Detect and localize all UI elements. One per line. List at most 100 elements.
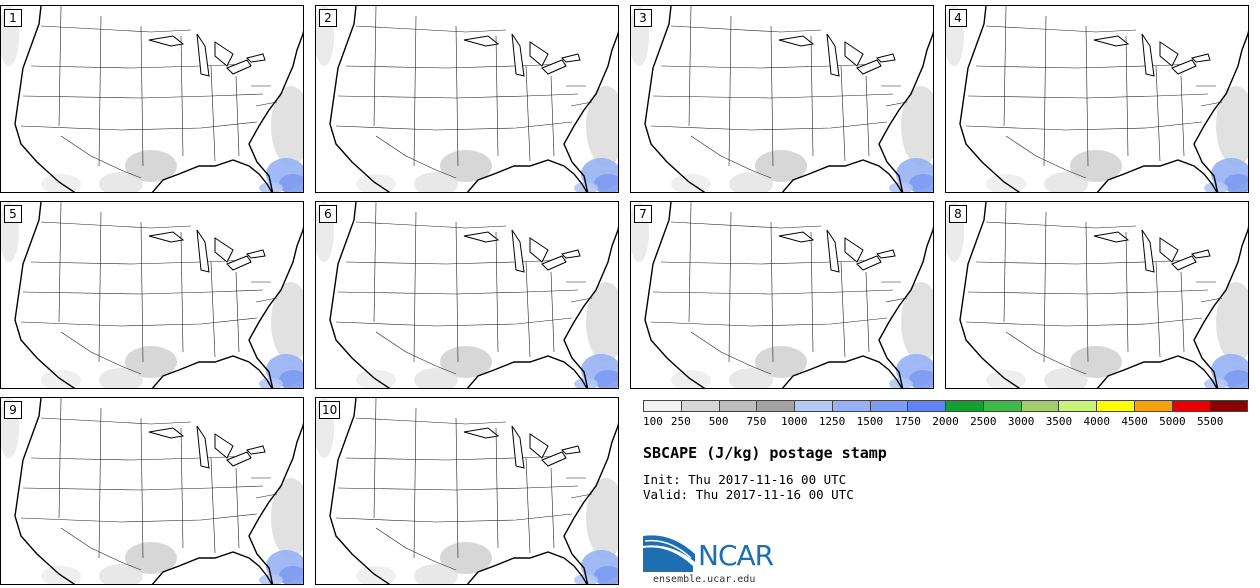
state-border xyxy=(373,202,377,323)
colorbar-swatch xyxy=(1097,401,1135,411)
state-border xyxy=(335,513,573,523)
ensemble-member-panel-8[interactable]: 8 xyxy=(945,201,1249,389)
state-border xyxy=(495,35,499,157)
colorbar-tick-label: 5000 xyxy=(1159,415,1186,428)
great-lakes xyxy=(1093,33,1211,77)
ensemble-member-panel-3[interactable]: 3 xyxy=(630,5,934,193)
colorbar-tick-label: 500 xyxy=(708,415,729,428)
colorbar-swatch xyxy=(832,401,871,411)
state-border xyxy=(355,221,507,229)
cape-shading xyxy=(729,172,773,192)
ensemble-member-panel-2[interactable]: 2 xyxy=(315,5,619,193)
state-border xyxy=(373,6,377,127)
ensemble-member-panel-4[interactable]: 4 xyxy=(945,5,1249,193)
state-border xyxy=(525,457,531,554)
state-border xyxy=(1180,75,1185,157)
colorbar-tick-labels: 100 250 500 750 1000 1250 1500 1750 2000 2500 3000… xyxy=(643,415,1248,429)
state-border xyxy=(495,427,499,549)
state-border xyxy=(58,6,62,127)
cape-shading xyxy=(125,346,177,378)
state-border xyxy=(550,271,555,353)
state-border xyxy=(251,281,278,303)
logo-text: NCAR xyxy=(698,539,774,572)
logo-url: ensemble.ucar.edu xyxy=(653,574,756,585)
state-border xyxy=(566,477,593,499)
cape-shading xyxy=(440,542,492,574)
conus-map xyxy=(1,398,303,584)
state-border xyxy=(495,231,499,353)
state-border xyxy=(1043,15,1047,167)
great-lakes xyxy=(1093,229,1211,273)
state-border xyxy=(355,25,507,33)
coastline xyxy=(14,202,303,388)
colorbar-tick-label: 3000 xyxy=(1007,415,1035,428)
state-border xyxy=(140,25,144,167)
conus-map xyxy=(1,202,303,388)
ensemble-member-panel-9[interactable]: 9 xyxy=(0,397,304,585)
state-border xyxy=(210,261,216,358)
state-border xyxy=(140,221,144,363)
state-border xyxy=(40,417,192,425)
colorbar-swatch xyxy=(719,401,758,411)
colorbar-tick-label: 5500 xyxy=(1196,415,1224,428)
state-border xyxy=(40,221,192,229)
state-border xyxy=(22,485,264,491)
cape-shading xyxy=(271,478,303,558)
state-border xyxy=(345,455,567,461)
state-border xyxy=(670,25,822,33)
conus-map xyxy=(946,202,1248,388)
panel-number: 7 xyxy=(634,205,652,223)
state-border xyxy=(1085,25,1089,167)
state-border xyxy=(180,35,184,157)
state-border xyxy=(455,221,459,363)
state-border xyxy=(967,289,1209,295)
state-border xyxy=(335,121,573,131)
colorbar-swatch xyxy=(946,401,984,411)
cape-shading xyxy=(440,346,492,378)
conus-map xyxy=(631,6,933,192)
state-border xyxy=(525,261,531,358)
state-border xyxy=(20,317,258,327)
cape-shading xyxy=(1070,150,1122,182)
cape-shading xyxy=(1044,172,1088,192)
state-border xyxy=(965,121,1203,131)
init-time: Init: Thu 2017-11-16 00 UTC xyxy=(643,472,847,487)
state-border xyxy=(1180,271,1185,353)
state-border xyxy=(840,261,846,358)
ensemble-member-panel-5[interactable]: 5 xyxy=(0,201,304,389)
state-border xyxy=(566,85,593,107)
state-border xyxy=(1085,221,1089,363)
ensemble-member-panel-6[interactable]: 6 xyxy=(315,201,619,389)
great-lakes xyxy=(778,229,896,273)
state-border xyxy=(1196,281,1223,303)
state-border xyxy=(413,15,417,167)
great-lakes xyxy=(463,33,581,77)
cape-shading xyxy=(99,564,143,584)
state-border xyxy=(1005,331,1087,375)
colorbar-tick-label: 750 xyxy=(746,415,767,428)
cape-shading-high xyxy=(1224,174,1248,192)
state-border xyxy=(975,63,1197,69)
panel-number: 2 xyxy=(319,9,337,27)
panel-number: 4 xyxy=(949,9,967,27)
state-border xyxy=(660,259,882,265)
state-border xyxy=(337,289,579,295)
cape-shading-high xyxy=(279,370,303,388)
state-border xyxy=(1155,65,1161,162)
ensemble-member-panel-7[interactable]: 7 xyxy=(630,201,934,389)
state-border xyxy=(345,259,567,265)
cape-shading-high xyxy=(594,174,618,192)
conus-map xyxy=(316,202,618,388)
state-border xyxy=(1043,211,1047,363)
cape-shading xyxy=(414,368,458,388)
state-border xyxy=(375,527,457,571)
ensemble-member-panel-10[interactable]: 10 xyxy=(315,397,619,585)
ensemble-member-panel-1[interactable]: 1 xyxy=(0,5,304,193)
state-border xyxy=(455,25,459,167)
state-border xyxy=(180,231,184,353)
state-border xyxy=(688,202,692,323)
cape-shading xyxy=(729,368,773,388)
state-border xyxy=(180,427,184,549)
cape-shading xyxy=(271,86,303,166)
coastline xyxy=(329,202,618,388)
